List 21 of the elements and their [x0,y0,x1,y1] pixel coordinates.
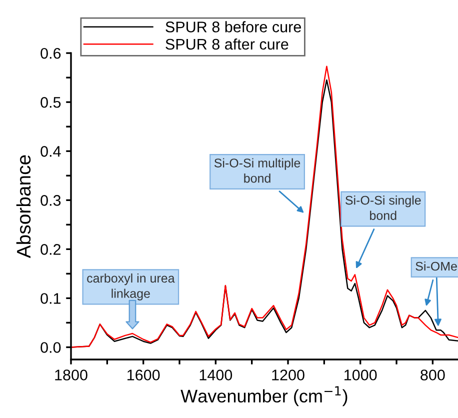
y-tick-label: 0.4 [40,146,61,157]
x-tick-label: 1200 [272,370,304,380]
annotation: Si-OMe [416,261,457,271]
x-tick-label: 1600 [128,370,160,380]
annotation: Si-O-Si single bond [345,196,421,220]
x-tick-label: 800 [420,370,445,380]
x-tick-label: 1400 [200,370,232,380]
y-tick-label: 0.1 [40,293,61,304]
x-tick-label: 1000 [344,370,377,380]
y-axis-title: Absorbance [16,155,31,258]
legend-label: SPUR 8 after cure [166,38,288,50]
y-tick-label: 0.3 [40,195,61,206]
annotation: Si-O-Si multiple bond [214,158,300,183]
annotation: carboxyl in urea linkage [87,273,175,300]
x-axis-title: Wavenumber (cm$^{−1}$) [180,386,348,406]
y-tick-label: 0.5 [40,96,61,108]
x-tick-label: 1800 [55,370,88,380]
y-tick-label: 0.2 [40,244,61,255]
legend-label: SPUR 8 before cure [166,21,301,32]
y-tick-label: 0.0 [40,342,61,353]
y-tick-label: 0.6 [40,48,61,59]
